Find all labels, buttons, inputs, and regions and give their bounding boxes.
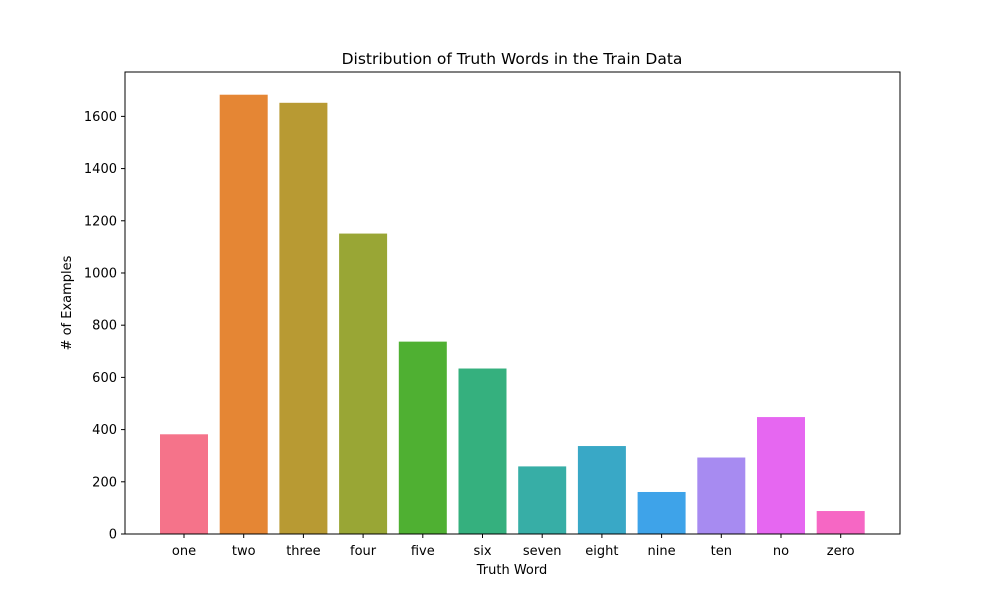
- bar-no: [757, 417, 805, 534]
- bars-group: [160, 94, 865, 535]
- x-tick-label: ten: [711, 544, 732, 559]
- y-tick-label: 1600: [84, 110, 117, 125]
- chart-title: Distribution of Truth Words in the Train…: [342, 50, 683, 68]
- x-tick-label: seven: [523, 544, 562, 559]
- x-axis-label: Truth Word: [476, 563, 548, 578]
- y-tick-label: 400: [92, 423, 117, 438]
- bar-six: [458, 368, 507, 534]
- bar-seven: [518, 466, 567, 534]
- bar-zero: [816, 511, 865, 534]
- bar-nine: [637, 491, 686, 534]
- x-tick-label: two: [232, 544, 256, 559]
- y-tick-label: 200: [92, 475, 117, 490]
- y-tick-label: 1200: [84, 214, 117, 229]
- y-tick-label: 1000: [84, 266, 117, 281]
- x-tick-label: no: [773, 544, 789, 559]
- y-tick-label: 600: [92, 371, 117, 386]
- bar-five: [398, 341, 447, 534]
- y-tick-label: 800: [92, 319, 117, 334]
- y-tick-label: 1400: [84, 162, 117, 177]
- plot-frame: [124, 71, 901, 535]
- x-tick-label: four: [350, 544, 377, 559]
- y-tick-label: 0: [109, 528, 117, 543]
- x-tick-label: five: [411, 544, 435, 559]
- bar-two: [219, 94, 268, 535]
- x-tick-label: one: [172, 544, 196, 559]
- x-tick-label: nine: [648, 544, 676, 559]
- bar-one: [160, 434, 208, 534]
- x-tick-label: zero: [827, 544, 855, 559]
- bar-four: [339, 233, 388, 534]
- y-axis-label: # of Examples: [60, 255, 75, 350]
- bar-three: [279, 102, 328, 535]
- bar-ten: [697, 457, 746, 534]
- bar-eight: [577, 446, 626, 534]
- y-axis: 0 200 400 600 800 1000 1200 1400 1600: [84, 110, 125, 543]
- x-axis: one two three four five six seven eight nine ten n…: [172, 534, 855, 559]
- x-tick-label: eight: [585, 544, 618, 559]
- x-tick-label: three: [286, 544, 320, 559]
- x-tick-label: six: [473, 544, 491, 559]
